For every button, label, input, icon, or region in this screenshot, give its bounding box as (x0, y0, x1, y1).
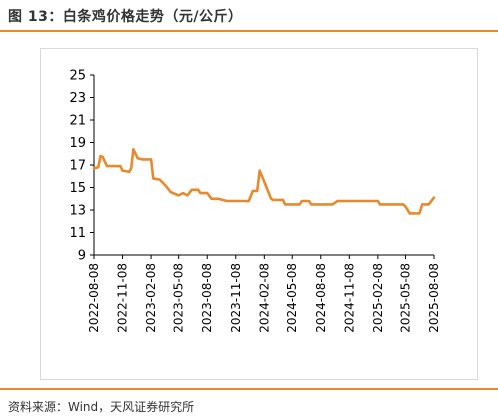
x-tick-label: 2023-11-08 (229, 263, 243, 333)
series-layer (92, 148, 436, 215)
y-tick-label: 11 (69, 226, 86, 241)
chart-title: 图 13：白条鸡价格走势（元/公斤） (8, 9, 243, 25)
x-tick-label: 2023-05-08 (172, 263, 186, 333)
y-tick-label: 25 (69, 69, 86, 84)
title-divider (0, 30, 498, 32)
y-tick-label: 21 (69, 114, 86, 129)
y-tick-label: 9 (78, 249, 86, 264)
y-tick-label: 15 (69, 181, 86, 196)
x-tick-label: 2023-02-08 (144, 263, 158, 333)
x-axis: 2022-08-08 2022-11-08 2023-02-08 2023-05-08… (87, 254, 441, 333)
source-note: 资料来源：Wind，天风证券研究所 (8, 400, 195, 414)
x-tick-label: 2025-02-08 (371, 263, 385, 333)
x-tick-label: 2022-08-08 (87, 263, 101, 333)
y-axis: 9 11 13 15 17 19 21 23 25 (69, 69, 95, 264)
x-tick-label: 2025-05-08 (398, 263, 412, 333)
x-tick-label: 2024-11-08 (342, 263, 356, 333)
series-line (92, 148, 436, 215)
x-tick-label: 2024-05-08 (285, 263, 299, 333)
y-tick-label: 13 (69, 204, 86, 219)
chart-frame (40, 48, 478, 380)
x-tick-label: 2025-08-08 (427, 263, 441, 333)
y-tick-label: 19 (69, 136, 86, 151)
x-tick-label: 2023-08-08 (200, 263, 214, 333)
y-tick-label: 23 (69, 91, 86, 106)
footer-divider (0, 388, 498, 390)
x-tick-label: 2024-02-08 (257, 263, 271, 333)
x-tick-label: 2024-08-08 (314, 263, 328, 333)
x-tick-label: 2022-11-08 (116, 263, 130, 333)
y-tick-label: 17 (69, 159, 86, 174)
